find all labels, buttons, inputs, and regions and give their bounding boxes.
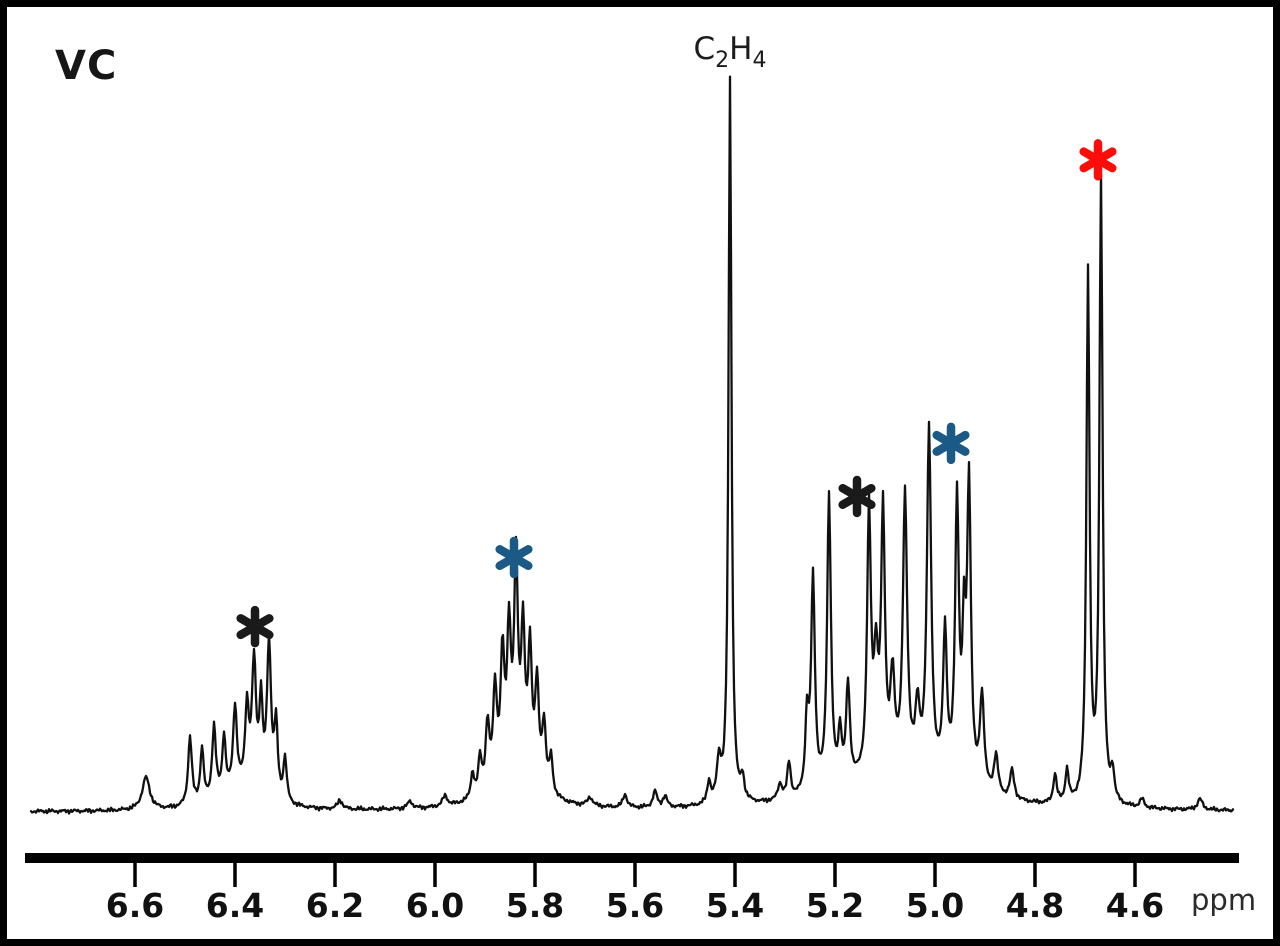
asterisk-stroke (1079, 147, 1117, 173)
x-tick-label: 5.6 (606, 886, 664, 925)
x-tick-label: 5.0 (906, 886, 964, 925)
spectrum-trace (29, 75, 1235, 815)
x-tick-label: 5.8 (506, 886, 564, 925)
x-tick-label: 6.0 (406, 886, 464, 925)
x-tick-label: 5.4 (706, 886, 764, 925)
x-tick-label: 6.2 (306, 886, 364, 925)
asterisk-stroke (495, 545, 533, 571)
nmr-spectrum-plot: 6.6 6.4 6.2 6.0 5.8 5.6 5.4 5.2 5.0 4.8 4.6 C2H4 (25, 31, 1239, 925)
solvent-peak-label: C2H4 (694, 31, 767, 73)
peak-marker-asterisk-black (838, 475, 876, 518)
x-tick-label: 6.4 (206, 886, 264, 925)
asterisk-stroke (932, 430, 970, 456)
peak-marker-asterisk-red (1079, 139, 1117, 181)
axis-unit-label: ppm (1191, 883, 1257, 917)
asterisk-stroke (236, 614, 274, 640)
peak-marker-asterisk-blue (495, 536, 533, 579)
x-tick-label: 6.6 (106, 886, 164, 925)
peak-marker-asterisk-black (236, 605, 274, 648)
x-tick-label: 5.2 (806, 886, 864, 925)
x-tick-label: 4.6 (1106, 886, 1164, 925)
asterisk-stroke (838, 483, 876, 509)
peak-marker-asterisk-blue (932, 422, 970, 465)
spectrum-title: VC (55, 43, 118, 89)
x-tick-label: 4.8 (1006, 886, 1064, 925)
